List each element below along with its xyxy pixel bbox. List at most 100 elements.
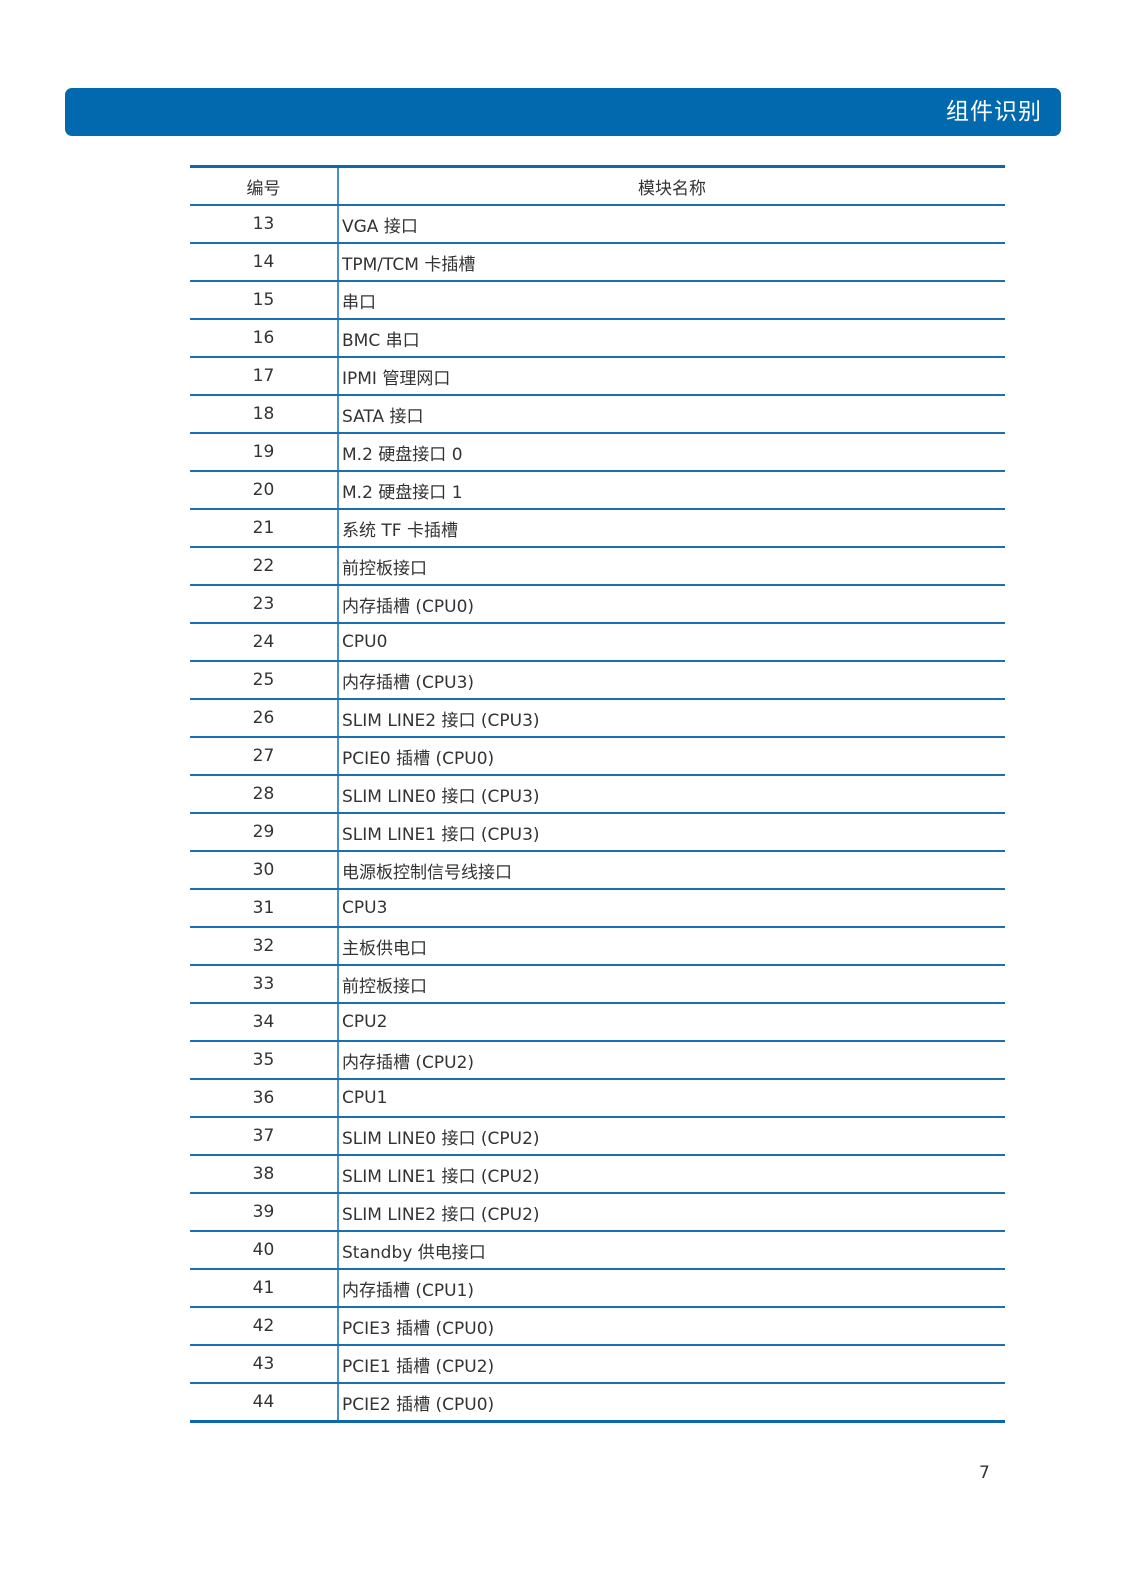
component-name: 前控板接口 <box>338 547 1005 586</box>
table-row: 39 SLIM LINE2 接口 (CPU2) <box>190 1193 1005 1232</box>
component-number: 44 <box>190 1383 339 1423</box>
component-number: 16 <box>190 319 339 358</box>
component-number: 19 <box>190 433 339 472</box>
component-number: 23 <box>190 585 339 624</box>
component-number: 37 <box>190 1117 339 1156</box>
page-number: 7 <box>979 1463 990 1483</box>
component-number: 24 <box>190 623 339 662</box>
component-name: IPMI 管理网口 <box>338 357 1005 396</box>
component-number: 17 <box>190 357 339 396</box>
component-name: Standby 供电接口 <box>338 1231 1005 1270</box>
component-number: 33 <box>190 965 339 1004</box>
table-row: 13 VGA 接口 <box>190 205 1005 244</box>
component-number: 41 <box>190 1269 339 1308</box>
table-row: 36 CPU1 <box>190 1079 1005 1118</box>
component-name: 内存插槽 (CPU1) <box>338 1269 1005 1308</box>
component-name: 电源板控制信号线接口 <box>338 851 1005 890</box>
component-number: 35 <box>190 1041 339 1080</box>
component-name: SLIM LINE0 接口 (CPU2) <box>338 1117 1005 1156</box>
table-row: 21 系统 TF 卡插槽 <box>190 509 1005 548</box>
component-name: 前控板接口 <box>338 965 1005 1004</box>
component-number: 18 <box>190 395 339 434</box>
table-row: 28 SLIM LINE0 接口 (CPU3) <box>190 775 1005 814</box>
table-row: 40 Standby 供电接口 <box>190 1231 1005 1270</box>
component-name: 系统 TF 卡插槽 <box>338 509 1005 548</box>
component-name: SATA 接口 <box>338 395 1005 434</box>
table-row: 22 前控板接口 <box>190 547 1005 586</box>
table-header-row: 编号 模块名称 <box>190 165 1005 206</box>
component-name: TPM/TCM 卡插槽 <box>338 243 1005 282</box>
table-row: 24 CPU0 <box>190 623 1005 662</box>
component-name: M.2 硬盘接口 0 <box>338 433 1005 472</box>
column-header-number: 编号 <box>190 165 339 206</box>
component-name: 内存插槽 (CPU2) <box>338 1041 1005 1080</box>
table-row: 34 CPU2 <box>190 1003 1005 1042</box>
table-row: 37 SLIM LINE0 接口 (CPU2) <box>190 1117 1005 1156</box>
component-number: 36 <box>190 1079 339 1118</box>
component-name: CPU2 <box>338 1003 1005 1042</box>
component-number: 38 <box>190 1155 339 1194</box>
table-row: 35 内存插槽 (CPU2) <box>190 1041 1005 1080</box>
table-row: 38 SLIM LINE1 接口 (CPU2) <box>190 1155 1005 1194</box>
component-name: SLIM LINE1 接口 (CPU2) <box>338 1155 1005 1194</box>
component-number: 26 <box>190 699 339 738</box>
component-name: VGA 接口 <box>338 205 1005 244</box>
component-number: 40 <box>190 1231 339 1270</box>
table-row: 30 电源板控制信号线接口 <box>190 851 1005 890</box>
table-row: 25 内存插槽 (CPU3) <box>190 661 1005 700</box>
component-name: CPU1 <box>338 1079 1005 1118</box>
table-body: 13 VGA 接口 14 TPM/TCM 卡插槽 15 串口 16 BMC 串口 17 IPMI … <box>190 205 1005 1423</box>
component-number: 13 <box>190 205 339 244</box>
table-row: 16 BMC 串口 <box>190 319 1005 358</box>
component-number: 27 <box>190 737 339 776</box>
table-row: 14 TPM/TCM 卡插槽 <box>190 243 1005 282</box>
table-row: 23 内存插槽 (CPU0) <box>190 585 1005 624</box>
table-row: 31 CPU3 <box>190 889 1005 928</box>
component-name: M.2 硬盘接口 1 <box>338 471 1005 510</box>
component-number: 31 <box>190 889 339 928</box>
component-name: PCIE1 插槽 (CPU2) <box>338 1345 1005 1384</box>
component-name: SLIM LINE2 接口 (CPU2) <box>338 1193 1005 1232</box>
component-name: PCIE0 插槽 (CPU0) <box>338 737 1005 776</box>
table-row: 18 SATA 接口 <box>190 395 1005 434</box>
component-number: 28 <box>190 775 339 814</box>
component-number: 43 <box>190 1345 339 1384</box>
component-name: 主板供电口 <box>338 927 1005 966</box>
component-number: 39 <box>190 1193 339 1232</box>
table-row: 32 主板供电口 <box>190 927 1005 966</box>
table-row: 43 PCIE1 插槽 (CPU2) <box>190 1345 1005 1384</box>
component-number: 25 <box>190 661 339 700</box>
component-name: SLIM LINE2 接口 (CPU3) <box>338 699 1005 738</box>
component-number: 30 <box>190 851 339 890</box>
component-name: PCIE2 插槽 (CPU0) <box>338 1383 1005 1423</box>
section-header-bar: 组件识别 <box>65 88 1061 136</box>
component-number: 22 <box>190 547 339 586</box>
component-number: 29 <box>190 813 339 852</box>
component-number: 15 <box>190 281 339 320</box>
table-row: 26 SLIM LINE2 接口 (CPU3) <box>190 699 1005 738</box>
table-row: 33 前控板接口 <box>190 965 1005 1004</box>
table-row: 19 M.2 硬盘接口 0 <box>190 433 1005 472</box>
component-name: SLIM LINE0 接口 (CPU3) <box>338 775 1005 814</box>
table-row: 27 PCIE0 插槽 (CPU0) <box>190 737 1005 776</box>
component-number: 34 <box>190 1003 339 1042</box>
component-name: 内存插槽 (CPU3) <box>338 661 1005 700</box>
table-row: 41 内存插槽 (CPU1) <box>190 1269 1005 1308</box>
component-name: BMC 串口 <box>338 319 1005 358</box>
table-row: 20 M.2 硬盘接口 1 <box>190 471 1005 510</box>
component-number: 20 <box>190 471 339 510</box>
component-name: PCIE3 插槽 (CPU0) <box>338 1307 1005 1346</box>
table-row: 42 PCIE3 插槽 (CPU0) <box>190 1307 1005 1346</box>
component-number: 14 <box>190 243 339 282</box>
component-number: 42 <box>190 1307 339 1346</box>
table-row: 15 串口 <box>190 281 1005 320</box>
component-table: 编号 模块名称 13 VGA 接口 14 TPM/TCM 卡插槽 15 串口 16 BMC 串… <box>190 165 1005 1423</box>
column-header-module-name: 模块名称 <box>338 165 1005 206</box>
component-name: 内存插槽 (CPU0) <box>338 585 1005 624</box>
component-number: 21 <box>190 509 339 548</box>
table-row: 29 SLIM LINE1 接口 (CPU3) <box>190 813 1005 852</box>
component-name: 串口 <box>338 281 1005 320</box>
component-number: 32 <box>190 927 339 966</box>
component-name: CPU0 <box>338 623 1005 662</box>
table-row: 17 IPMI 管理网口 <box>190 357 1005 396</box>
